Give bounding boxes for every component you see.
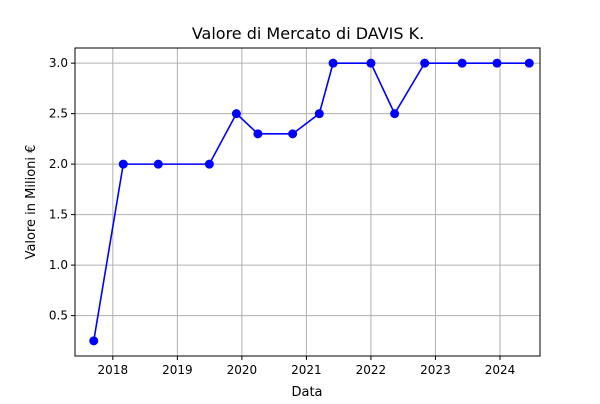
series-line xyxy=(92,62,530,341)
y-axis-label: Valore in Milioni € xyxy=(24,145,39,260)
data-point-2 xyxy=(153,159,163,169)
data-point-8 xyxy=(328,58,338,68)
data-point-0 xyxy=(89,336,99,346)
x-tick-label: 2023 xyxy=(420,363,451,377)
plot-frame xyxy=(74,47,541,357)
data-point-7 xyxy=(314,109,324,119)
data-point-14 xyxy=(524,58,534,68)
y-tick-label: 0.5 xyxy=(49,309,68,323)
data-point-5 xyxy=(253,129,263,139)
x-tick-label: 2018 xyxy=(98,363,129,377)
x-tick-label: 2022 xyxy=(356,363,387,377)
data-point-12 xyxy=(457,58,467,68)
x-axis-label: Data xyxy=(291,385,322,400)
data-point-6 xyxy=(288,129,298,139)
x-tick-label: 2024 xyxy=(485,363,516,377)
x-tick-label: 2021 xyxy=(291,363,322,377)
data-point-3 xyxy=(204,159,214,169)
data-point-10 xyxy=(390,109,400,119)
y-tick-label: 1.5 xyxy=(49,208,68,222)
ticks: 2018 2019 2020 2021 2022 2023 2024 0.5 1.0 1.5 2.0… xyxy=(49,56,515,377)
data-point-13 xyxy=(492,58,502,68)
series-layer xyxy=(89,58,534,346)
grid xyxy=(75,48,540,356)
x-tick-label: 2019 xyxy=(162,363,193,377)
y-tick-label: 2.0 xyxy=(49,157,68,171)
data-point-1 xyxy=(118,159,128,169)
data-point-11 xyxy=(420,58,430,68)
data-point-4 xyxy=(231,109,241,119)
y-tick-label: 3.0 xyxy=(49,56,68,70)
chart-title: Valore di Mercato di DAVIS K. xyxy=(192,24,424,43)
y-tick-label: 2.5 xyxy=(49,107,68,121)
y-tick-label: 1.0 xyxy=(49,258,68,272)
x-tick-label: 2020 xyxy=(227,363,258,377)
data-point-9 xyxy=(366,58,376,68)
